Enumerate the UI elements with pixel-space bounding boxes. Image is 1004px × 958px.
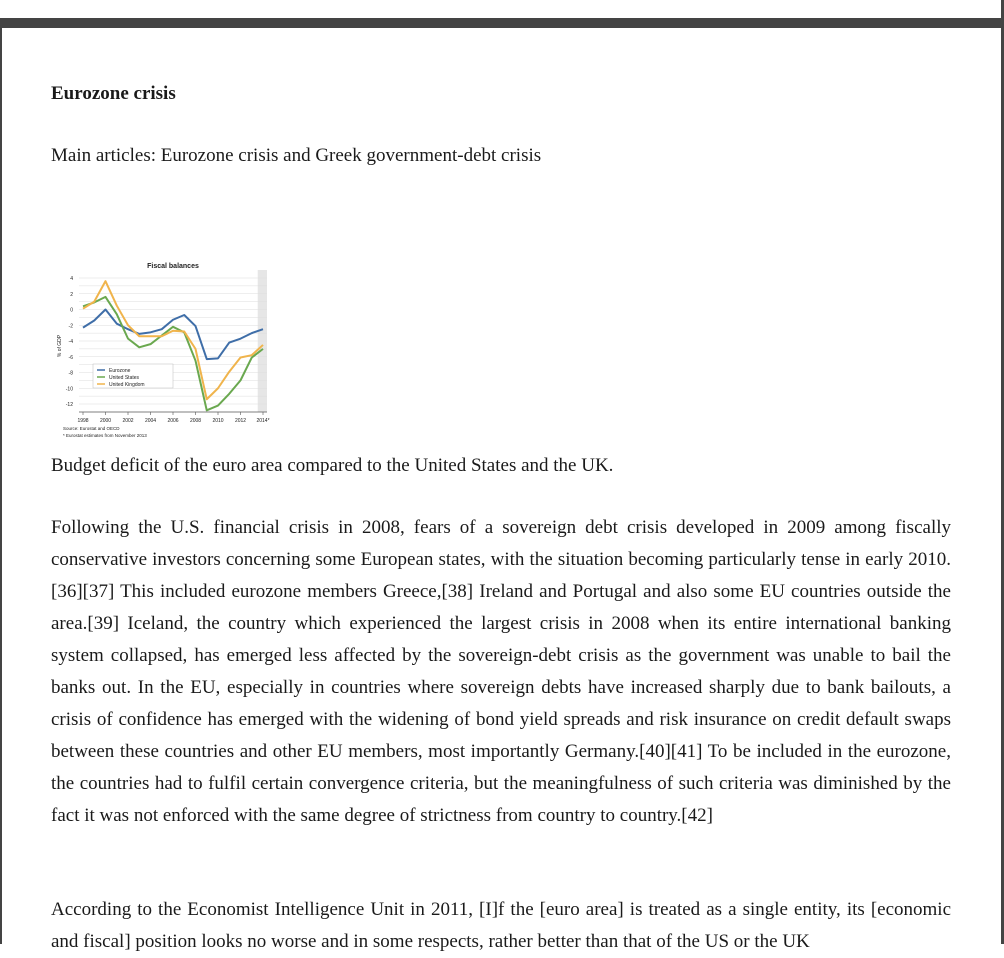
legend-box [92, 363, 174, 389]
y-tick-label: -2 [69, 323, 74, 329]
x-tick-label: 2006 [167, 418, 178, 424]
y-tick-label: -4 [69, 339, 74, 345]
legend-label: United States [109, 375, 140, 381]
x-tick-label: 2012 [235, 418, 246, 424]
y-tick-label: 4 [70, 276, 73, 282]
legend-label: United Kingdom [109, 382, 145, 388]
x-tick-label: 2014* [256, 418, 269, 424]
section-heading: Eurozone crisis [51, 83, 176, 104]
paragraph-1: Following the U.S. financial crisis in 2… [51, 517, 951, 826]
x-tick-label: 2008 [190, 418, 201, 424]
figure-caption: Budget deficit of the euro area compared… [51, 455, 614, 476]
y-axis-label: % of GDP [57, 334, 63, 357]
chart-note: * Eurostat estimates from November 2013 [63, 433, 147, 438]
y-tick-label: 0 [70, 308, 73, 314]
legend-label: Eurozone [109, 368, 131, 374]
frame-left-border [0, 28, 2, 944]
top-bar [0, 18, 1004, 28]
series-line-eurozone [82, 308, 264, 361]
y-tick-label: -12 [66, 402, 73, 408]
fiscal-balances-chart: Fiscal balances % of GDP 4 2 0 -2 -4 -6 -8 -10 -12… [51, 228, 273, 450]
y-tick-label: -8 [69, 371, 74, 377]
series-line-united-kingdom [82, 280, 264, 401]
chart-svg: Fiscal balances % of GDP 4 2 0 -2 -4 -6 -8 -10 -12… [57, 263, 270, 438]
x-tick-label: 2004 [145, 418, 156, 424]
y-tick-label: -10 [66, 386, 73, 392]
chart-title: Fiscal balances [147, 263, 199, 270]
series-line-united-states [82, 295, 264, 412]
chart-source: Source: Eurostat and OECD [63, 426, 120, 431]
x-tick-label: 2000 [100, 418, 111, 424]
x-tick-label: 2010 [212, 418, 223, 424]
x-tick-label: 2002 [122, 418, 133, 424]
y-tick-label: -6 [69, 355, 74, 361]
paragraph-2: According to the Economist Intelligence … [51, 899, 951, 952]
hatnote: Main articles: Eurozone crisis and Greek… [51, 145, 542, 166]
frame-right-border [1001, 0, 1004, 944]
x-tick-label: 1998 [77, 418, 88, 424]
y-tick-label: 2 [70, 292, 73, 298]
